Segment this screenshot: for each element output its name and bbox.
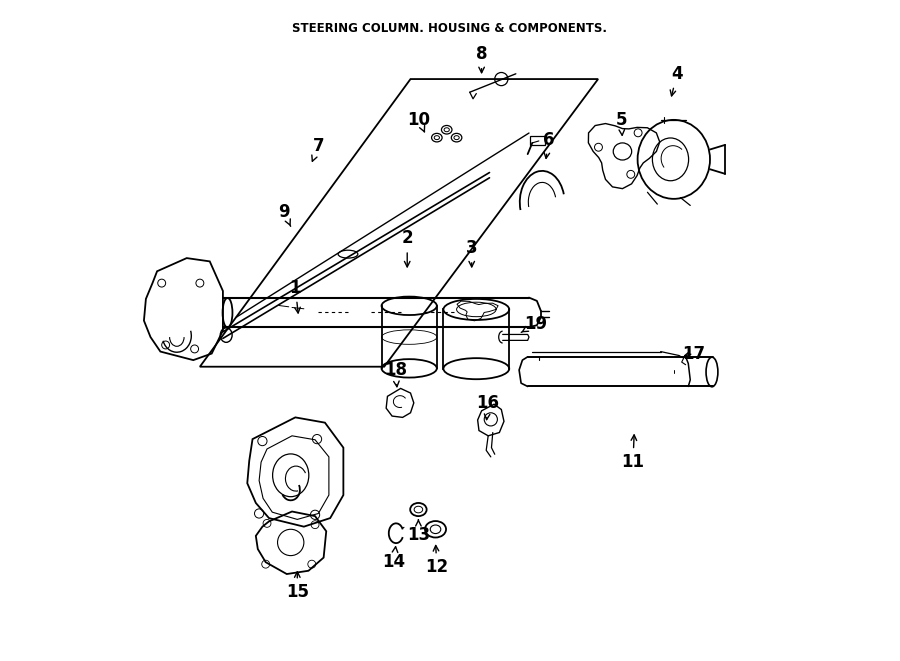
Text: 10: 10 — [408, 111, 430, 132]
Text: 8: 8 — [476, 45, 487, 73]
Text: 18: 18 — [384, 361, 407, 387]
Text: 17: 17 — [682, 344, 705, 362]
Text: 13: 13 — [407, 520, 430, 543]
Text: 1: 1 — [290, 279, 302, 313]
Text: 15: 15 — [286, 572, 309, 602]
Text: 3: 3 — [466, 239, 478, 267]
Bar — [530, 136, 544, 145]
Text: 12: 12 — [426, 545, 448, 576]
Text: 9: 9 — [278, 203, 291, 226]
Text: 16: 16 — [477, 394, 500, 420]
Text: 4: 4 — [670, 65, 683, 96]
Text: STEERING COLUMN. HOUSING & COMPONENTS.: STEERING COLUMN. HOUSING & COMPONENTS. — [292, 22, 608, 36]
Text: 2: 2 — [401, 229, 413, 267]
Text: 5: 5 — [616, 111, 627, 136]
Text: 19: 19 — [521, 315, 547, 333]
Text: 7: 7 — [311, 137, 324, 161]
Text: 11: 11 — [622, 435, 644, 471]
Text: 6: 6 — [543, 131, 554, 159]
Text: 14: 14 — [382, 547, 406, 571]
